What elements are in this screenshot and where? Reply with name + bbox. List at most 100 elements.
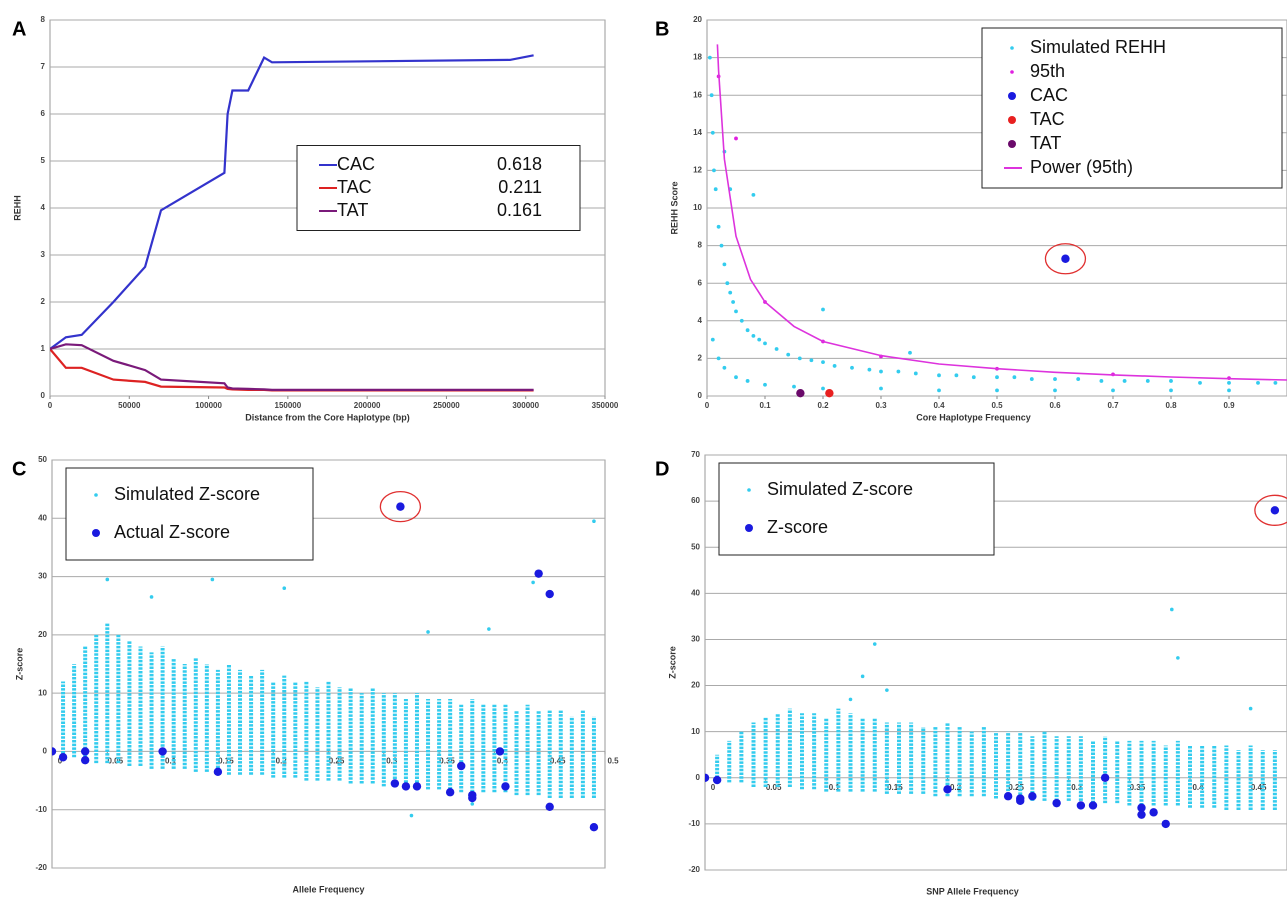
data-point bbox=[390, 779, 400, 788]
data-point bbox=[1145, 379, 1150, 383]
data-point bbox=[722, 365, 727, 370]
outlier-point bbox=[848, 697, 853, 702]
data-point bbox=[745, 328, 750, 333]
outlier-point bbox=[1176, 656, 1180, 660]
x-tick-label: 0.05 bbox=[766, 783, 782, 792]
y-tick-label: 3 bbox=[41, 250, 46, 259]
outlier-point bbox=[592, 519, 596, 523]
legend-label: Simulated REHH bbox=[1030, 37, 1166, 57]
data-point bbox=[1161, 819, 1170, 829]
y-axis-title: Z-score bbox=[14, 648, 24, 681]
legend-swatch bbox=[1008, 92, 1016, 100]
data-point bbox=[1137, 810, 1146, 819]
legend: Simulated Z-score Z-score bbox=[718, 462, 995, 556]
highlight-circle bbox=[1044, 243, 1087, 275]
data-point bbox=[734, 309, 738, 314]
legend-box bbox=[981, 27, 1283, 189]
y-tick-label: 70 bbox=[691, 450, 700, 459]
data-point bbox=[445, 788, 455, 797]
x-tick-label: 0 bbox=[58, 757, 63, 766]
legend-swatch bbox=[94, 493, 98, 497]
data-point bbox=[719, 243, 724, 248]
data-point bbox=[1227, 388, 1231, 393]
y-tick-label: 20 bbox=[691, 681, 700, 690]
x-tick-label: 0.1 bbox=[165, 757, 177, 766]
data-point bbox=[995, 388, 999, 393]
outlier-point bbox=[105, 577, 110, 582]
data-point bbox=[832, 364, 837, 368]
y-tick-label: 18 bbox=[693, 53, 702, 62]
data-point bbox=[728, 290, 733, 295]
outlier-point bbox=[409, 813, 414, 818]
y-tick-label: 30 bbox=[691, 635, 700, 644]
y-tick-label: -10 bbox=[688, 819, 700, 828]
data-point bbox=[1012, 375, 1017, 380]
data-point bbox=[774, 347, 779, 351]
data-point bbox=[495, 747, 505, 756]
x-tick-label: 0 bbox=[711, 783, 716, 792]
x-tick-label: 50000 bbox=[118, 401, 141, 410]
chart-panel: B 0 2 4 6 8 10 12 14 16 18 20 0 0.1 0.2 0.3 0.4 0.5 0.6 0.7… bbox=[655, 15, 1287, 422]
legend-box bbox=[296, 145, 581, 231]
legend-swatch bbox=[745, 524, 753, 532]
legend-label: TAT bbox=[1030, 133, 1061, 153]
panel-label: C bbox=[12, 458, 26, 480]
y-tick-label: 0 bbox=[43, 747, 48, 756]
x-tick-label: 0.5 bbox=[607, 757, 619, 766]
legend-label: Simulated Z-score bbox=[114, 484, 260, 504]
data-point bbox=[739, 318, 744, 323]
y-tick-label: 10 bbox=[693, 203, 702, 212]
x-tick-label: 100000 bbox=[195, 401, 222, 410]
x-tick-label: 0.6 bbox=[1049, 401, 1061, 410]
outlier-point bbox=[860, 674, 865, 679]
legend: Simulated REHH 95th CAC TAC TAT Power (95th) bbox=[981, 27, 1283, 189]
legend-value: 0.161 bbox=[497, 200, 542, 220]
data-point bbox=[589, 823, 599, 832]
x-tick-label: 0 bbox=[48, 401, 53, 410]
data-point bbox=[1169, 379, 1173, 383]
data-point bbox=[545, 802, 554, 811]
legend: Simulated Z-score Actual Z-score bbox=[65, 467, 314, 561]
plot-marks bbox=[705, 506, 1280, 829]
data-point bbox=[850, 365, 854, 370]
highlight-circle bbox=[379, 490, 422, 523]
y-tick-label: 40 bbox=[38, 513, 47, 522]
x-tick-label: 0.3 bbox=[386, 757, 398, 766]
data-point bbox=[725, 281, 730, 286]
data-point bbox=[896, 369, 901, 374]
data-point bbox=[867, 367, 872, 372]
data-point bbox=[1016, 796, 1025, 806]
x-axis-title: Allele Frequency bbox=[292, 884, 364, 894]
x-tick-label: 0.45 bbox=[550, 757, 566, 766]
y-tick-label: 14 bbox=[693, 128, 702, 137]
trend-line bbox=[716, 44, 1287, 381]
data-point bbox=[1256, 380, 1260, 385]
x-tick-label: 0.2 bbox=[276, 757, 288, 766]
data-point bbox=[158, 747, 167, 756]
data-point bbox=[825, 388, 834, 398]
data-point bbox=[1273, 380, 1278, 385]
x-tick-label: 0 bbox=[705, 401, 710, 410]
x-tick-label: 0.5 bbox=[991, 401, 1003, 410]
outlier-point bbox=[282, 586, 287, 591]
legend-box bbox=[65, 467, 314, 561]
data-point bbox=[213, 767, 223, 777]
data-point bbox=[58, 753, 68, 762]
y-axis-title: Z-score bbox=[667, 646, 677, 679]
outlier-point bbox=[210, 577, 215, 582]
y-tick-label: 50 bbox=[38, 455, 47, 464]
y-tick-label: 6 bbox=[698, 278, 703, 287]
x-tick-label: 0.9 bbox=[1223, 401, 1235, 410]
data-point bbox=[937, 373, 941, 378]
data-point bbox=[1003, 792, 1013, 801]
data-point bbox=[1076, 801, 1086, 810]
series-line bbox=[50, 343, 534, 391]
y-tick-label: -20 bbox=[688, 865, 700, 874]
data-point bbox=[971, 375, 976, 380]
y-tick-label: 40 bbox=[691, 588, 700, 597]
data-point bbox=[1100, 773, 1110, 782]
outlier-point bbox=[149, 595, 154, 599]
outlier-point bbox=[531, 580, 535, 585]
y-tick-label: 60 bbox=[691, 496, 700, 505]
data-point bbox=[1053, 388, 1057, 393]
